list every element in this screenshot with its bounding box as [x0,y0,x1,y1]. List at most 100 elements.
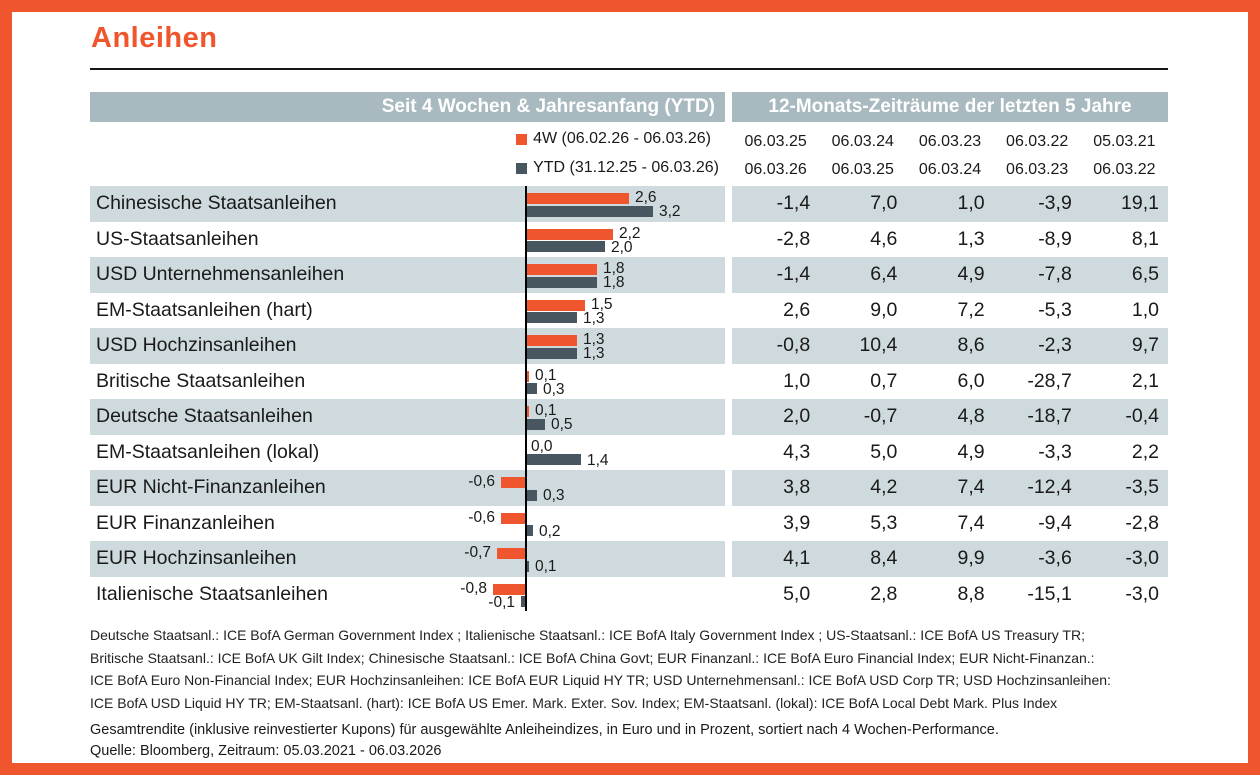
period-values-row: -2,8 4,6 1,3 -8,9 8,1 [732,222,1168,258]
period-value: 4,9 [957,440,985,463]
period-value: 5,0 [870,440,898,463]
period-value: 5,0 [783,582,811,605]
footnote-line: Britische Staatsanl.: ICE BofA UK Gilt I… [90,649,1095,666]
period-value: 4,3 [783,440,811,463]
period-value: 9,9 [957,547,985,569]
bar-value-4w: 1,3 [583,331,605,348]
period-value: 10,4 [859,334,898,356]
period-values-row: 3,9 5,3 7,4 -9,4 -2,8 [732,506,1168,542]
period-date-from: 05.03.21 [1093,133,1156,150]
period-value: 4,2 [870,476,898,498]
bar-ytd [525,418,545,430]
period-value: 4,6 [870,227,898,250]
period-value: 1,3 [957,227,985,250]
period-value: -12,4 [1027,476,1072,498]
bar-ytd [525,347,577,359]
bar-value-ytd: -0,1 [488,593,515,611]
period-value: 19,1 [1121,192,1159,214]
row-label: EM-Staatsanleihen (lokal) [96,440,320,463]
row-chart-cell: USD Hochzinsanleihen 1,3 1,3 [90,328,725,364]
content-area: Anleihen Seit 4 Wochen & Jahresanfang (Y… [90,22,1168,760]
bar-value-4w: 1,8 [603,260,625,277]
right-panel-header: 12-Monats-Zeiträume der letzten 5 Jahre [732,92,1168,122]
period-value: 8,1 [1131,227,1159,250]
period-value: 0,7 [870,369,898,392]
bar-value-ytd: 1,3 [583,309,605,327]
footnotes: Deutsche Staatsanl.: ICE BofA German Gov… [90,624,1168,714]
row-label: USD Hochzinsanleihen [96,334,297,356]
bar-ytd [525,205,653,217]
period-value: 2,8 [870,582,898,605]
row-label: USD Unternehmensanleihen [96,263,345,285]
panel-headers: Seit 4 Wochen & Jahresanfang (YTD) 12-Mo… [90,92,1168,122]
section-gap [725,328,732,364]
period-value: -9,4 [1038,511,1072,534]
period-values-row: -1,4 6,4 4,9 -7,8 6,5 [732,257,1168,293]
period-header-area: 06.03.25 06.03.24 06.03.23 06.03.22 05.03.21… [732,122,1168,186]
bar-ytd [525,454,581,465]
period-value: 7,4 [957,476,985,498]
row-chart-cell: EUR Finanzanleihen -0,6 0,2 [90,506,725,542]
period-value: 2,6 [783,298,811,321]
period-value: -0,8 [776,334,811,356]
period-date-to: 06.03.23 [1006,161,1069,178]
bar-4w [501,477,525,488]
section-gap [725,292,732,328]
period-values-row: 3,8 4,2 7,4 -12,4 -3,5 [732,470,1168,506]
row-label: Italienische Staatsanleihen [96,582,328,605]
bar-4w [501,512,525,524]
legend-label-ytd: YTD (31.12.25 - 06.03.26) [533,159,719,176]
subheader: 4W (06.02.26 - 06.03.26) YTD (31.12.25 -… [90,122,1168,186]
section-gap [725,470,732,506]
bar-4w [525,193,629,204]
period-value: 4,8 [957,405,985,427]
bar-ytd [525,560,529,572]
row-chart-cell: EUR Nicht-Finanzanleihen -0,6 0,3 [90,470,725,506]
bar-4w [525,299,585,311]
period-date-to: 06.03.26 [744,161,807,178]
period-value: -3,3 [1038,440,1072,463]
bar-value-4w: 0,0 [531,437,553,455]
period-value: 9,7 [1131,334,1159,356]
period-date-from: 06.03.23 [918,133,982,150]
row-label: Chinesische Staatsanleihen [96,192,337,214]
period-date-from: 06.03.25 [744,133,807,150]
legend-item-ytd: YTD (31.12.25 - 06.03.26) [516,158,719,178]
period-values-row: 1,0 0,7 6,0 -28,7 2,1 [732,364,1168,400]
period-value: 8,4 [870,547,898,569]
bar-value-4w: -0,7 [464,544,491,561]
legend-swatch-ytd-icon [516,162,528,174]
bar-value-ytd: 1,3 [583,345,605,362]
row-label: EUR Nicht-Finanzanleihen [96,476,326,498]
table-row: USD Hochzinsanleihen 1,3 1,3 -0,8 10,4 8,6… [90,328,1168,364]
table-row: US-Staatsanleihen 2,2 2,0 -2,8 4,6 1,3 -8,9… [90,221,1168,258]
period-value: -18,7 [1027,405,1072,427]
table-row: EUR Hochzinsanleihen -0,7 0,1 4,1 8,4 9,9 -… [90,541,1168,577]
row-label: EM-Staatsanleihen (hart) [96,298,313,321]
legend-item-4w: 4W (06.02.26 - 06.03.26) [516,129,719,149]
bar-value-4w: 0,1 [535,402,557,419]
bar-4w [497,548,525,559]
bar-ytd [525,312,577,323]
period-value: -3,0 [1125,582,1159,605]
row-chart-cell: Britische Staatsanleihen 0,1 0,3 [90,364,725,400]
period-values-row: 4,3 5,0 4,9 -3,3 2,2 [732,435,1168,471]
period-date-from: 06.03.24 [831,133,894,150]
period-value: 7,0 [870,192,898,214]
bar-value-ytd: 2,0 [611,238,633,256]
data-rows: Chinesische Staatsanleihen 2,6 3,2 -1,4 7… [90,186,1168,612]
bar-value-ytd: 0,1 [535,558,557,575]
row-label: Britische Staatsanleihen [96,369,306,392]
bar-4w [525,228,613,240]
bar-value-ytd: 3,2 [659,203,681,220]
row-chart-cell: EM-Staatsanleihen (lokal) 0,0 1,4 [90,435,725,471]
section-gap [725,399,732,435]
period-value: 2,1 [1131,369,1159,392]
legend: 4W (06.02.26 - 06.03.26) YTD (31.12.25 -… [516,129,719,178]
table-row: Britische Staatsanleihen 0,1 0,3 1,0 0,7 6… [90,363,1168,400]
period-value: 6,0 [957,369,985,392]
section-gap [725,363,732,399]
period-value: -3,6 [1038,547,1072,569]
period-value: 8,8 [957,582,985,605]
